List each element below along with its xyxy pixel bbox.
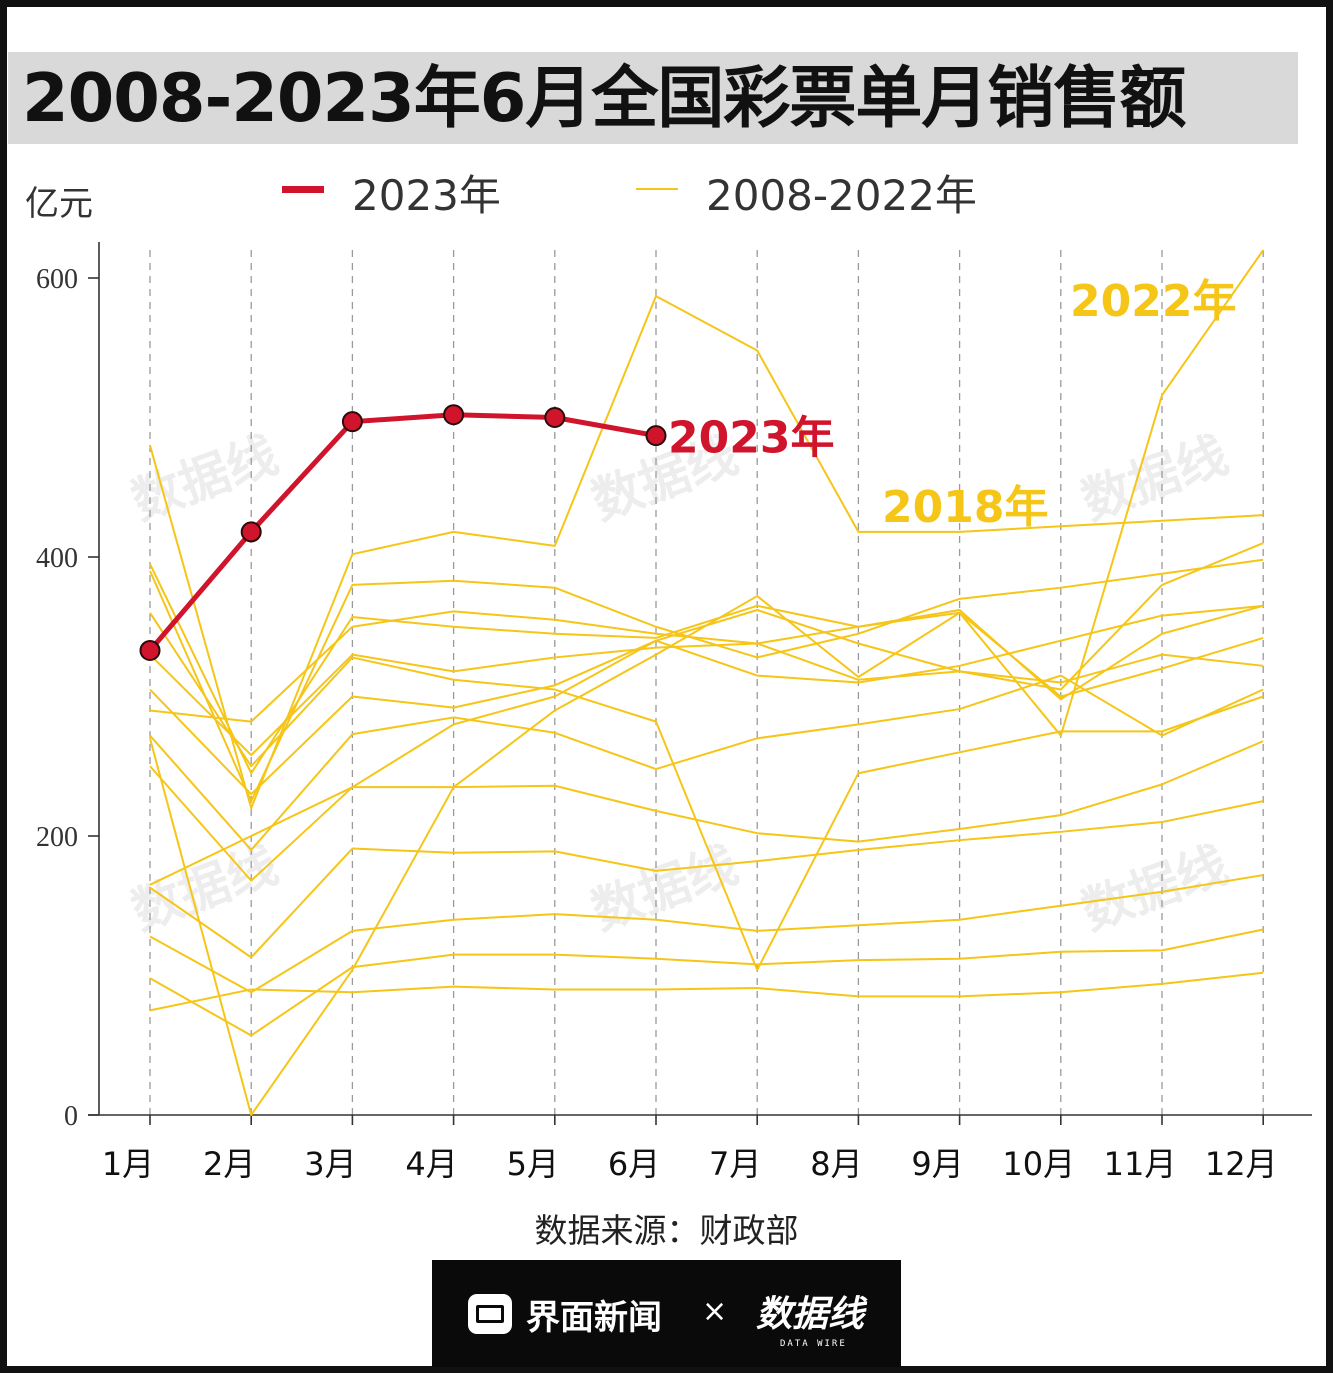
legend-swatch-2023: [282, 186, 324, 193]
history-series-line-14: [149, 563, 1264, 775]
y-tick-label: 200: [36, 822, 78, 853]
x-tick-label: 10月: [1002, 1145, 1075, 1183]
x-tick-label: 4月: [405, 1145, 457, 1183]
y-unit-label: 亿元: [25, 184, 93, 224]
x-tick-label: 12月: [1205, 1145, 1278, 1183]
x-tick-label: 8月: [810, 1145, 862, 1183]
legend-swatch-history: [636, 188, 678, 190]
x-tick-label: 2月: [203, 1145, 255, 1183]
cross-separator: ×: [702, 1294, 728, 1329]
x-tick-label: 1月: [102, 1145, 154, 1183]
series-2023-line: [148, 412, 657, 653]
svg-text:数据线: 数据线: [756, 1294, 868, 1335]
watermark-text: 数据线: [584, 835, 745, 941]
y-tick-label: 600: [36, 264, 78, 295]
series-2023-point: [443, 404, 465, 426]
title-band: [8, 52, 1298, 144]
history-series-line-13: [149, 249, 1265, 1116]
history-series-line-15: [149, 612, 1264, 971]
watermark-text: 数据线: [124, 425, 285, 531]
x-tick-label: 7月: [709, 1145, 761, 1183]
history-series-line-2: [149, 928, 1264, 1037]
data-source: 数据来源：财政部: [534, 1211, 799, 1250]
brand-name: 界面新闻: [526, 1298, 662, 1338]
legend-label-2023: 2023年: [352, 171, 501, 220]
history-series-line-9: [149, 542, 1264, 757]
x-tick-label: 5月: [507, 1145, 559, 1183]
series-2023-point: [544, 407, 566, 428]
history-series-line-8: [149, 604, 1264, 796]
history-series-line-5: [149, 740, 1264, 882]
history-series-line-11: [149, 558, 1264, 803]
chart-title: 2008-2023年6月全国彩票单月销售额: [22, 59, 1186, 137]
history-series-line-6: [149, 674, 1264, 851]
annotation-2022: 2022年: [1070, 276, 1236, 327]
svg-text:DATA WIRE: DATA WIRE: [780, 1339, 847, 1349]
y-tick-label: 0: [64, 1101, 78, 1132]
series-2023-point: [645, 425, 667, 447]
series-2023-point: [341, 411, 363, 433]
history-series-line-4: [149, 800, 1264, 959]
brand-icon: [468, 1294, 512, 1334]
y-tick-label: 400: [36, 543, 78, 574]
legend-label-history: 2008-2022年: [706, 171, 977, 220]
annotation-2023: 2023年: [668, 413, 834, 464]
watermark-text: 数据线: [1074, 425, 1235, 531]
annotation-2018: 2018年: [882, 482, 1048, 533]
data-wire-logo: 数据线 DATA WIRE: [756, 1294, 868, 1349]
history-series-line-7: [149, 604, 1264, 723]
series-2023-point: [139, 639, 161, 661]
x-tick-label: 3月: [304, 1145, 356, 1183]
history-series-line-3: [149, 874, 1264, 994]
history-series-line-1: [149, 971, 1264, 1012]
watermark-text: 数据线: [1074, 835, 1235, 941]
x-tick-label: 9月: [911, 1145, 963, 1183]
history-series-line-12: [149, 295, 1264, 810]
series-2023-point: [240, 521, 262, 543]
x-tick-label: 11月: [1104, 1145, 1177, 1183]
x-tick-label: 6月: [608, 1145, 660, 1183]
footer-bar: 界面新闻 × 数据线 DATA WIRE: [432, 1260, 901, 1367]
